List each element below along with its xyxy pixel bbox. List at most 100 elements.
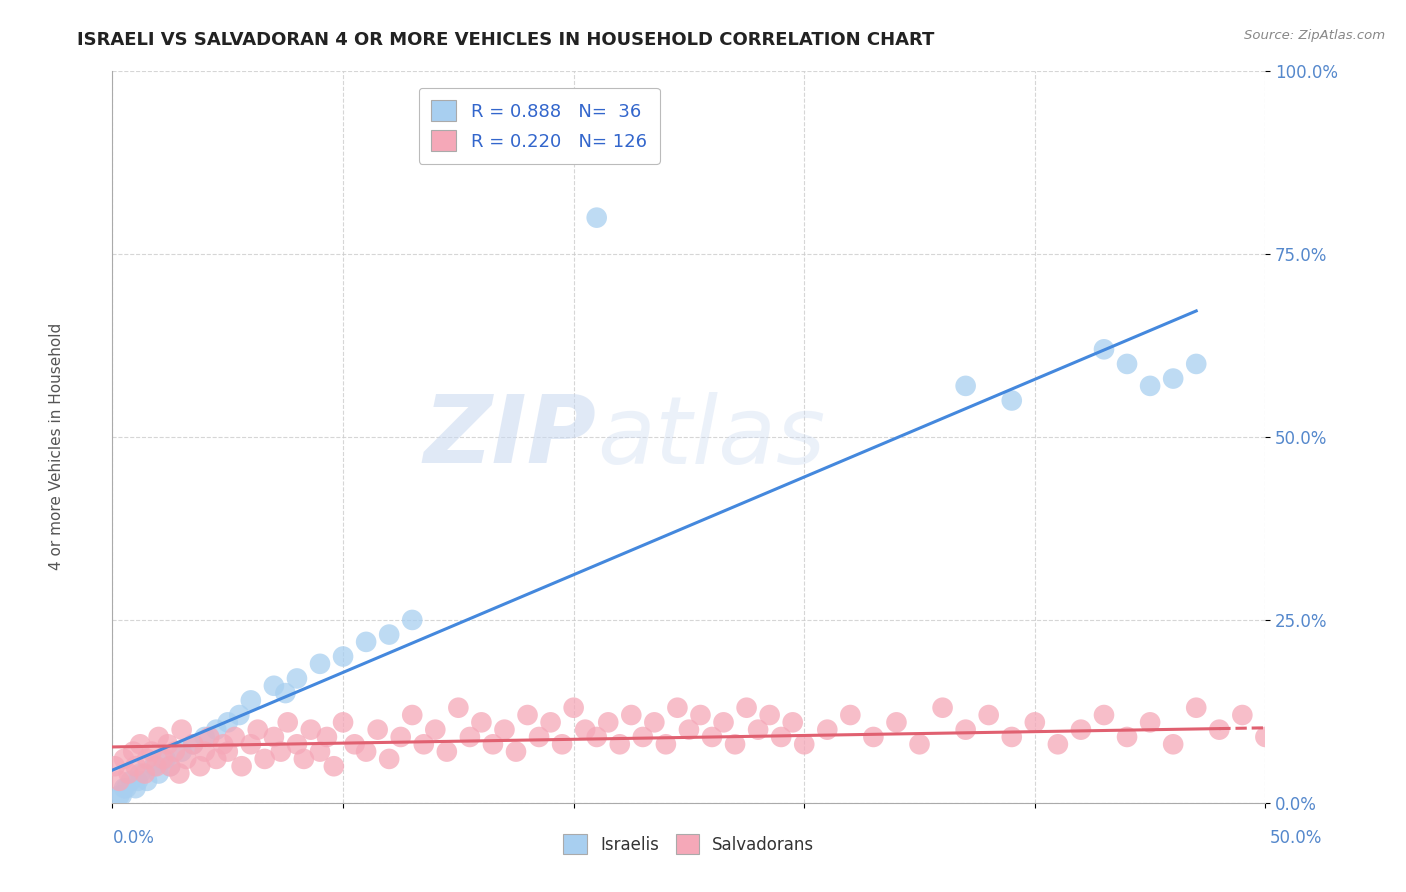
Point <box>148 766 170 780</box>
Text: 0.0%: 0.0% <box>112 829 155 847</box>
Point <box>194 730 217 744</box>
Point <box>1001 730 1024 744</box>
Point <box>159 759 181 773</box>
Point <box>585 730 607 744</box>
Point <box>436 745 458 759</box>
Point <box>332 715 354 730</box>
Point <box>212 737 235 751</box>
Point <box>136 752 159 766</box>
Point <box>217 715 239 730</box>
Point <box>977 708 1000 723</box>
Point <box>931 700 953 714</box>
Point <box>120 773 142 788</box>
Point <box>447 700 470 714</box>
Point <box>239 693 262 707</box>
Point <box>1347 708 1369 723</box>
Point <box>188 759 211 773</box>
Point <box>122 745 145 759</box>
Point <box>285 672 308 686</box>
Point <box>239 737 262 751</box>
Point <box>470 715 492 730</box>
Point <box>292 752 315 766</box>
Point <box>1323 723 1346 737</box>
Point <box>228 708 250 723</box>
Text: Source: ZipAtlas.com: Source: ZipAtlas.com <box>1244 29 1385 42</box>
Point <box>124 781 146 796</box>
Point <box>770 730 793 744</box>
Point <box>655 737 678 751</box>
Text: atlas: atlas <box>596 392 825 483</box>
Point <box>117 766 139 780</box>
Point <box>412 737 434 751</box>
Point <box>170 745 193 759</box>
Point <box>112 781 135 796</box>
Point <box>574 723 596 737</box>
Point <box>127 773 149 788</box>
Point <box>322 759 344 773</box>
Point <box>217 745 239 759</box>
Point <box>585 211 607 225</box>
Point <box>678 723 700 737</box>
Point <box>758 708 780 723</box>
Point <box>111 789 134 803</box>
Point <box>181 737 204 751</box>
Text: 4 or more Vehicles in Household: 4 or more Vehicles in Household <box>49 322 63 570</box>
Point <box>1092 343 1115 357</box>
Point <box>354 745 377 759</box>
Point <box>115 781 138 796</box>
Point <box>1139 379 1161 393</box>
Point <box>955 379 977 393</box>
Point <box>735 700 758 714</box>
Point <box>793 737 815 751</box>
Point <box>152 752 174 766</box>
Point <box>205 723 228 737</box>
Point <box>270 745 292 759</box>
Point <box>136 773 159 788</box>
Point <box>274 686 297 700</box>
Point <box>782 715 804 730</box>
Point <box>246 723 269 737</box>
Point <box>1139 715 1161 730</box>
Point <box>527 730 550 744</box>
Point <box>562 700 585 714</box>
Point <box>609 737 631 751</box>
Point <box>425 723 447 737</box>
Point <box>174 752 197 766</box>
Point <box>540 715 562 730</box>
Point <box>886 715 908 730</box>
Point <box>148 730 170 744</box>
Point <box>747 723 769 737</box>
Point <box>170 723 193 737</box>
Point <box>163 745 186 759</box>
Point <box>378 627 401 641</box>
Point <box>862 730 884 744</box>
Point <box>1232 708 1254 723</box>
Point <box>1277 715 1299 730</box>
Legend: Israelis, Salvadorans: Israelis, Salvadorans <box>557 828 821 860</box>
Point <box>343 737 366 751</box>
Point <box>1116 730 1139 744</box>
Point <box>156 737 179 751</box>
Point <box>516 708 538 723</box>
Point <box>955 723 977 737</box>
Point <box>354 635 377 649</box>
Point <box>551 737 574 751</box>
Point <box>401 613 423 627</box>
Point <box>253 752 276 766</box>
Point <box>1116 357 1139 371</box>
Point <box>263 679 285 693</box>
Point <box>1161 737 1184 751</box>
Point <box>198 730 221 744</box>
Point <box>494 723 516 737</box>
Point <box>155 752 177 766</box>
Point <box>505 745 527 759</box>
Point <box>145 759 167 773</box>
Point <box>263 730 285 744</box>
Point <box>141 745 163 759</box>
Point <box>1024 715 1046 730</box>
Point <box>129 766 152 780</box>
Point <box>631 730 654 744</box>
Point <box>620 708 643 723</box>
Point <box>666 700 689 714</box>
Point <box>112 752 135 766</box>
